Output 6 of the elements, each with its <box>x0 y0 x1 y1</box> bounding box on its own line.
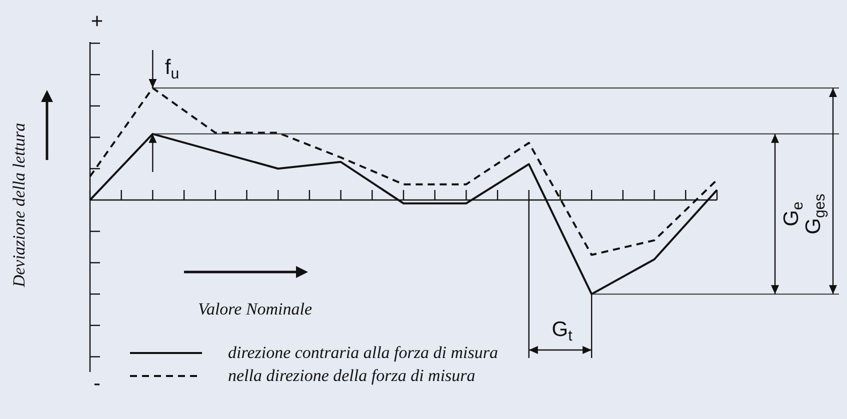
legend-label: nella direzione della forza di misura <box>228 366 476 386</box>
text: + <box>90 10 104 33</box>
legend-label: direzione contraria alla forza di misura <box>228 342 498 362</box>
text: - <box>94 372 101 395</box>
x-axis-title: Valore Nominale <box>198 299 313 318</box>
y-axis-title: Deviazione della lettura <box>9 122 28 288</box>
